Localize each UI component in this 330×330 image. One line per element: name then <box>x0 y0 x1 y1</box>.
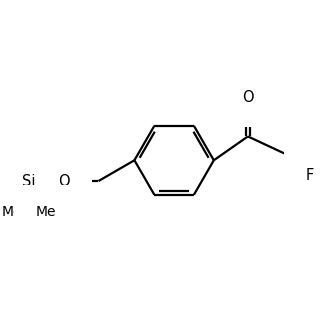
Text: F: F <box>306 168 314 183</box>
Text: O: O <box>242 90 254 105</box>
Text: Me: Me <box>35 205 56 219</box>
Text: F: F <box>313 148 321 163</box>
Text: O: O <box>59 174 70 188</box>
Text: Si: Si <box>22 174 35 188</box>
Text: Me: Me <box>1 205 22 219</box>
Text: F: F <box>311 127 319 142</box>
